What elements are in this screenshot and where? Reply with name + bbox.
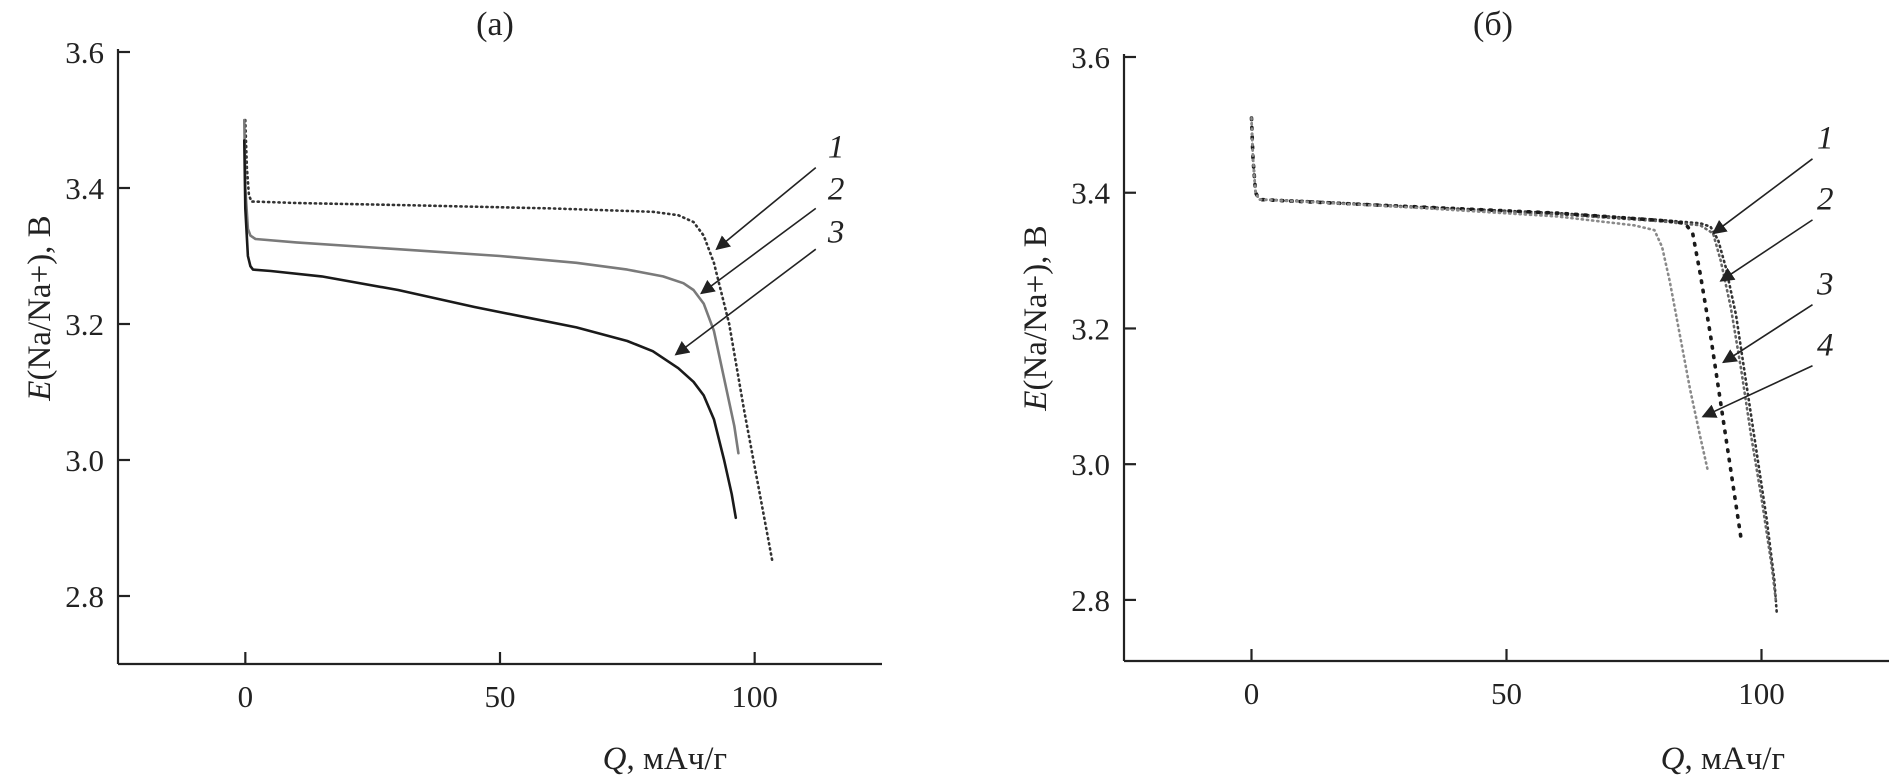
series-1-line: [1250, 116, 1779, 615]
annotation-arrow-3: [674, 248, 817, 356]
annotation-arrow-4: [1701, 365, 1813, 418]
y-tick-label: 3.0: [65, 443, 104, 478]
x-axis-symbol: Q: [1661, 741, 1685, 777]
y-axis-rest: (Na/Na+), В: [22, 215, 58, 380]
x-axis-unit: , мАч/г: [1684, 741, 1785, 777]
chart-title: (а): [476, 6, 514, 43]
annotation-arrow-1: [715, 166, 817, 251]
chart-title: (б): [1473, 6, 1513, 43]
y-axis-symbol: E: [1018, 391, 1054, 412]
annotation-label-1: 1: [828, 129, 845, 165]
plot-area: 2.8 3.0 3.2 3.4 3.6 0 50 100 1 2 3 4: [1071, 40, 1889, 711]
series-3-line: [1249, 116, 1743, 541]
y-tick-label: 2.8: [65, 579, 104, 614]
y-tick-label: 2.8: [1071, 583, 1110, 618]
annotation-arrow-3: [1722, 304, 1813, 364]
y-axis-label: E(Na/Na+), В: [22, 215, 58, 401]
x-axis-label: Q, мАч/г: [1661, 741, 1785, 777]
y-tick-label: 3.4: [1071, 176, 1110, 211]
y-tick-label: 3.6: [1071, 40, 1110, 75]
x-axis-symbol: Q: [603, 741, 627, 777]
chart-panel-b: (б) 2.8 3.0 3.2 3.4 3.6 0 50 100 1 2 3 4 Q, мАч/г E…: [1018, 6, 1889, 777]
y-tick-label: 3.2: [65, 307, 104, 342]
annotation-label-4: 4: [1817, 328, 1834, 364]
y-axis-rest: (Na/Na+), В: [1018, 225, 1054, 390]
y-axis-label: E(Na/Na+), В: [1018, 225, 1054, 411]
x-tick-label: 0: [238, 679, 254, 714]
series-2-line: [1250, 116, 1778, 602]
annotation-label-3: 3: [1816, 267, 1834, 303]
annotation-arrow-1: [1711, 158, 1813, 235]
x-axis-label: Q, мАч/г: [603, 741, 727, 777]
x-axis-unit: , мАч/г: [626, 741, 727, 777]
annotation-label-1: 1: [1817, 121, 1834, 157]
y-tick-label: 3.2: [1071, 311, 1110, 346]
y-tick-label: 3.0: [1071, 447, 1110, 482]
x-tick-label: 100: [1738, 676, 1785, 711]
series-3-line: [243, 139, 738, 520]
chart-panel-a: (а) 2.8 3.0 3.2 3.4 3.6 0 50 100 1 2 3 Q, мАч/г E(…: [22, 6, 882, 777]
y-tick-label: 3.4: [65, 171, 104, 206]
annotation-arrow-2: [1719, 219, 1813, 282]
x-tick-label: 50: [485, 679, 516, 714]
annotation-arrow-2: [700, 207, 817, 295]
series-1-line: [244, 118, 774, 564]
series-2-line: [243, 118, 740, 455]
annotation-label-2: 2: [1817, 182, 1834, 218]
plot-area: 2.8 3.0 3.2 3.4 3.6 0 50 100 1 2 3: [65, 35, 882, 714]
y-axis-symbol: E: [22, 381, 58, 402]
x-tick-label: 100: [731, 679, 778, 714]
annotation-label-2: 2: [828, 172, 845, 208]
x-tick-label: 0: [1244, 676, 1260, 711]
y-tick-label: 3.6: [65, 35, 104, 70]
x-tick-label: 50: [1491, 676, 1522, 711]
series-4-line: [1250, 116, 1710, 473]
annotation-label-3: 3: [827, 214, 845, 250]
